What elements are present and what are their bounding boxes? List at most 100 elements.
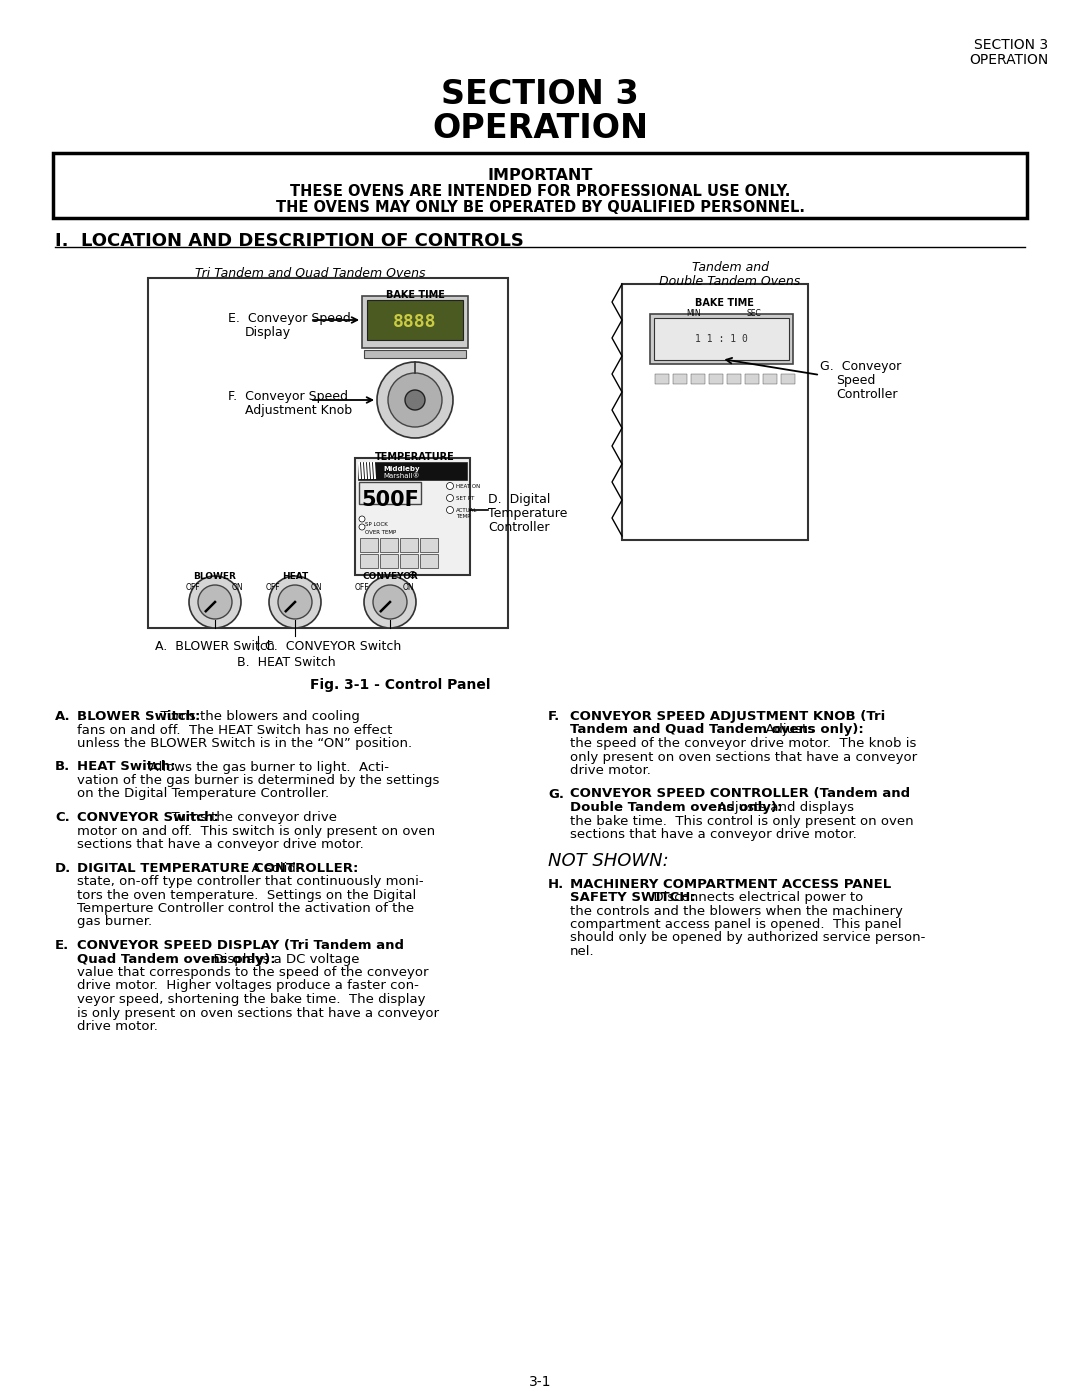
Text: OFF: OFF <box>266 583 281 592</box>
Text: OFF: OFF <box>354 583 369 592</box>
Text: drive motor.  Higher voltages produce a faster con-: drive motor. Higher voltages produce a f… <box>77 979 419 992</box>
Text: Controller: Controller <box>488 521 550 534</box>
Bar <box>357 462 467 481</box>
Circle shape <box>446 482 454 489</box>
Text: Adjustment Knob: Adjustment Knob <box>245 404 352 416</box>
Text: Allows the gas burner to light.  Acti-: Allows the gas burner to light. Acti- <box>141 760 389 774</box>
Circle shape <box>364 576 416 629</box>
Bar <box>622 284 808 541</box>
Text: TEMPERATURE: TEMPERATURE <box>375 453 455 462</box>
Text: should only be opened by authorized service person-: should only be opened by authorized serv… <box>570 932 926 944</box>
Text: sections that have a conveyor drive motor.: sections that have a conveyor drive moto… <box>77 838 364 851</box>
Text: HEAT: HEAT <box>282 571 308 581</box>
Text: state, on-off type controller that continuously moni-: state, on-off type controller that conti… <box>77 875 423 888</box>
Bar <box>53 154 1027 218</box>
Text: ON: ON <box>231 583 243 592</box>
Text: Double Tandem Ovens: Double Tandem Ovens <box>660 275 800 288</box>
Text: BAKE TIME: BAKE TIME <box>694 298 754 307</box>
Text: B.  HEAT Switch: B. HEAT Switch <box>237 657 336 669</box>
Text: SP LOCK: SP LOCK <box>365 522 388 527</box>
Circle shape <box>359 524 365 529</box>
Text: SECTION 3: SECTION 3 <box>974 38 1048 52</box>
Bar <box>362 296 468 348</box>
Bar <box>745 374 759 384</box>
Text: A.: A. <box>55 710 70 724</box>
Text: CONVEYOR SPEED ADJUSTMENT KNOB (Tri: CONVEYOR SPEED ADJUSTMENT KNOB (Tri <box>570 710 886 724</box>
Text: Speed: Speed <box>836 374 876 387</box>
Text: ACTUAL: ACTUAL <box>456 509 477 513</box>
Bar <box>360 555 378 569</box>
Bar <box>420 555 438 569</box>
Text: gas burner.: gas burner. <box>77 915 152 929</box>
Text: HEAT Switch:: HEAT Switch: <box>77 760 176 774</box>
Bar <box>380 555 399 569</box>
Text: only present on oven sections that have a conveyor: only present on oven sections that have … <box>570 750 917 764</box>
Text: BLOWER: BLOWER <box>193 571 237 581</box>
Bar <box>727 374 741 384</box>
Text: Tri Tandem and Quad Tandem Ovens: Tri Tandem and Quad Tandem Ovens <box>194 267 426 279</box>
Text: value that corresponds to the speed of the conveyor: value that corresponds to the speed of t… <box>77 965 429 979</box>
Text: ON: ON <box>310 583 322 592</box>
Text: Turns the blowers and cooling: Turns the blowers and cooling <box>152 710 360 724</box>
Bar <box>654 319 789 360</box>
Text: G.  Conveyor: G. Conveyor <box>820 360 901 373</box>
Text: OFF: OFF <box>186 583 200 592</box>
Text: A.  BLOWER Switch: A. BLOWER Switch <box>156 640 274 652</box>
Text: H.: H. <box>548 877 564 890</box>
Text: 8888: 8888 <box>393 313 436 331</box>
Text: fans on and off.  The HEAT Switch has no effect: fans on and off. The HEAT Switch has no … <box>77 724 392 736</box>
Text: Tandem and: Tandem and <box>691 261 769 274</box>
Bar <box>781 374 795 384</box>
Text: nel.: nel. <box>570 944 595 958</box>
Text: CONVEYOR: CONVEYOR <box>362 571 418 581</box>
Bar <box>708 374 723 384</box>
Circle shape <box>377 362 453 439</box>
Circle shape <box>189 576 241 629</box>
Text: SET PT: SET PT <box>456 496 474 502</box>
Text: Marshall®: Marshall® <box>383 474 420 479</box>
Text: DIGITAL TEMPERATURE CONTROLLER:: DIGITAL TEMPERATURE CONTROLLER: <box>77 862 359 875</box>
Text: 500F: 500F <box>361 490 419 510</box>
Bar <box>367 300 463 339</box>
Text: E.  Conveyor Speed: E. Conveyor Speed <box>228 312 351 326</box>
Bar <box>762 374 777 384</box>
Circle shape <box>359 515 365 522</box>
Text: is only present on oven sections that have a conveyor: is only present on oven sections that ha… <box>77 1006 438 1020</box>
Text: CONVEYOR SPEED CONTROLLER (Tandem and: CONVEYOR SPEED CONTROLLER (Tandem and <box>570 788 910 800</box>
Text: Double Tandem ovens only):: Double Tandem ovens only): <box>570 800 782 814</box>
Text: C.: C. <box>55 812 70 824</box>
Text: SECTION 3: SECTION 3 <box>441 78 639 110</box>
Text: NOT SHOWN:: NOT SHOWN: <box>548 852 669 869</box>
Text: 1 1 : 1 0: 1 1 : 1 0 <box>696 334 748 344</box>
Text: compartment access panel is opened.  This panel: compartment access panel is opened. This… <box>570 918 902 930</box>
Text: IMPORTANT: IMPORTANT <box>487 168 593 183</box>
Text: HEAT ON: HEAT ON <box>456 483 481 489</box>
Text: D.: D. <box>55 862 71 875</box>
Bar <box>360 538 378 552</box>
Text: ON: ON <box>402 583 414 592</box>
Text: C.  CONVEYOR Switch: C. CONVEYOR Switch <box>265 640 402 652</box>
Text: Turns the conveyor drive: Turns the conveyor drive <box>163 812 337 824</box>
Text: E.: E. <box>55 939 69 951</box>
Text: tors the oven temperature.  Settings on the Digital: tors the oven temperature. Settings on t… <box>77 888 416 901</box>
Circle shape <box>446 507 454 514</box>
Text: Middleby: Middleby <box>383 467 420 472</box>
Circle shape <box>373 585 407 619</box>
Bar <box>355 458 470 576</box>
Text: Adjusts: Adjusts <box>757 724 814 736</box>
Text: drive motor.: drive motor. <box>570 764 651 777</box>
Circle shape <box>198 585 232 619</box>
Circle shape <box>405 390 426 409</box>
Text: THESE OVENS ARE INTENDED FOR PROFESSIONAL USE ONLY.: THESE OVENS ARE INTENDED FOR PROFESSIONA… <box>289 184 791 198</box>
Bar <box>654 374 669 384</box>
Text: OPERATION: OPERATION <box>969 53 1048 67</box>
Text: unless the BLOWER Switch is in the “ON” position.: unless the BLOWER Switch is in the “ON” … <box>77 738 413 750</box>
Text: on the Digital Temperature Controller.: on the Digital Temperature Controller. <box>77 788 329 800</box>
Text: Controller: Controller <box>836 388 897 401</box>
Text: 3-1: 3-1 <box>529 1375 551 1389</box>
Text: ⊕: ⊕ <box>408 570 417 580</box>
Text: Tandem and Quad Tandem ovens only):: Tandem and Quad Tandem ovens only): <box>570 724 864 736</box>
Text: B.: B. <box>55 760 70 774</box>
Bar <box>364 351 465 358</box>
Bar <box>691 374 705 384</box>
